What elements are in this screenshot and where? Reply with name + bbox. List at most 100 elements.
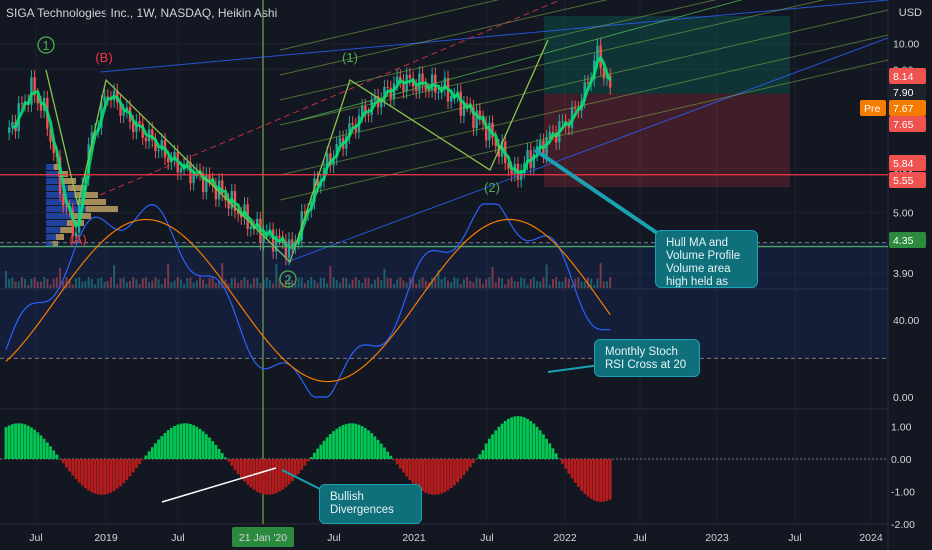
hist-bar (459, 459, 463, 479)
hist-bar (405, 459, 409, 477)
volume-bar (78, 277, 81, 288)
time-tick-label: Jul (788, 532, 801, 544)
volume-bar (447, 280, 450, 288)
candle (189, 162, 192, 184)
volume-bar (555, 277, 558, 288)
volume-bar (288, 277, 291, 288)
hist-bar (433, 459, 437, 495)
hist-bar (548, 443, 552, 459)
channel-line (286, 37, 888, 263)
time-tick-label: Jul (480, 532, 493, 544)
volume-bar (516, 281, 519, 288)
candle (402, 80, 405, 92)
hist-bar (592, 459, 596, 501)
hist-bar (14, 423, 17, 459)
hist-bar (313, 452, 316, 459)
volume-bar (84, 281, 87, 288)
hist-bar (84, 459, 87, 489)
volume-bar (453, 277, 456, 288)
volume-bar (434, 278, 437, 288)
price-tick-label: 3.90 (893, 268, 914, 280)
hist-bar (195, 426, 199, 459)
volume-bar (456, 278, 459, 288)
wave-label: 2 (284, 272, 291, 287)
price-tag-bg (889, 100, 926, 116)
price-tag-label: 5.55 (893, 175, 914, 187)
hist-bar (545, 438, 548, 459)
volume-profile-bar (46, 171, 68, 177)
hist-bar (255, 459, 259, 492)
volume-bar (249, 283, 252, 288)
hist-bar (424, 459, 428, 493)
candle (151, 129, 154, 141)
price-tag-bg (889, 116, 926, 132)
volume-profile-bar (46, 234, 64, 240)
price-tag-label: 8.14 (893, 71, 914, 83)
channel-line (99, 0, 561, 196)
wave-label: (A) (69, 232, 86, 247)
hist-bar (363, 428, 367, 459)
volume-profile-bar (46, 192, 98, 198)
candle (119, 102, 122, 116)
hist-bar (26, 425, 30, 459)
volume-profile-bar (55, 234, 64, 240)
volume-bar (135, 279, 138, 288)
price-tag: 7.65 (889, 116, 926, 132)
hist-bar (208, 437, 211, 459)
hist-bar (39, 435, 43, 459)
candle (408, 74, 412, 79)
volume-bar (205, 283, 208, 288)
volume-bar (596, 278, 599, 288)
price-tag-bg (889, 84, 926, 100)
hist-bar (173, 425, 176, 459)
price-tag: 7.90 (889, 84, 926, 100)
hist-bar (141, 459, 145, 460)
wave-label-circle (37, 36, 55, 54)
hist-bar (351, 423, 355, 459)
volume-bar (571, 284, 574, 288)
hist-bar (68, 459, 71, 472)
wave-label: (2) (484, 180, 500, 195)
candle (380, 99, 383, 108)
stoch-tick-label: 40.00 (893, 315, 919, 327)
candle (81, 184, 84, 204)
hist-bar (389, 455, 393, 459)
currency-label[interactable]: USD (898, 7, 922, 19)
wave-zigzag (45, 39, 549, 264)
candle (192, 171, 195, 184)
volume-bar (109, 277, 112, 288)
candle (602, 67, 606, 79)
wave-label: (1) (342, 50, 358, 65)
wave-labels: 1 (B) (1) (A) 2 (2) (37, 36, 500, 288)
candle (462, 103, 466, 116)
candle (233, 191, 237, 211)
candle (383, 86, 386, 100)
hist-bar (526, 418, 529, 459)
volume-bar (316, 283, 319, 288)
volume-bar (36, 281, 39, 288)
volume-bar (539, 281, 542, 288)
hist-bar (570, 459, 574, 479)
hist-bar (414, 459, 418, 487)
hist-bar (103, 459, 106, 495)
volume-bar (284, 280, 287, 288)
volume-bar (472, 282, 475, 288)
hist-bar (348, 423, 351, 459)
candle (424, 85, 427, 91)
hist-bar (411, 459, 415, 484)
hist-bar (589, 459, 593, 499)
volume-bar (268, 279, 271, 288)
volume-bar (475, 277, 478, 288)
hist-bar (557, 458, 561, 460)
volume-bar (103, 282, 106, 288)
callout-pointer (547, 364, 601, 373)
hist-bar (297, 459, 300, 474)
hist-bar (293, 459, 297, 478)
hist-bar (249, 459, 253, 488)
hist-bar (150, 447, 154, 459)
candle (20, 103, 24, 105)
volume-bar (294, 283, 297, 288)
hist-bar (487, 438, 491, 459)
hist-bar (370, 433, 374, 459)
